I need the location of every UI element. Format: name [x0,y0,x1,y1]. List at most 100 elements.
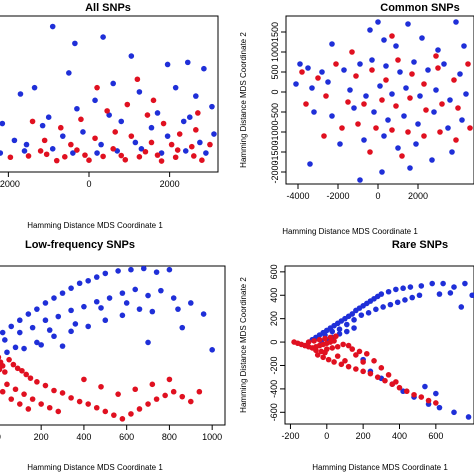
data-point-red [34,379,40,385]
data-point-red [395,57,401,63]
data-point-blue [8,323,15,330]
data-point-blue [74,105,80,112]
data-point-blue [381,133,387,139]
data-point-blue [393,286,399,293]
data-point-blue [319,69,325,75]
data-point-blue [411,59,417,65]
data-point-blue [358,312,365,318]
data-point-blue [378,291,385,297]
data-point-red [46,404,53,411]
data-point-red [327,334,334,341]
data-point-red [360,368,366,375]
data-point-red [369,67,375,73]
data-point-red [188,143,195,150]
x-tick-label: 600 [428,431,443,441]
data-point-red [465,61,471,67]
y-tick-label: -1500 [270,140,280,163]
data-point-red [379,97,385,103]
data-point-blue [436,291,443,297]
data-point-red [425,397,432,404]
data-point-blue [179,324,186,331]
data-point-red [122,156,129,163]
data-point-red [339,125,345,131]
data-point-red [0,354,2,360]
x-tick-label: -200 [281,431,299,441]
x-tick-label: 200 [34,432,49,442]
data-point-blue [417,93,423,99]
data-point-blue [357,177,363,183]
data-point-blue [170,295,177,301]
data-point-blue [175,306,181,312]
data-point-blue [329,113,335,119]
data-point-blue [203,150,209,156]
data-point-red [393,379,399,385]
data-point-blue [92,97,98,104]
data-point-red [68,141,74,148]
data-point-blue [166,266,173,273]
data-point-red [160,120,167,127]
plot-frame [284,265,474,425]
data-point-red [0,366,3,373]
data-point-red [437,129,443,135]
data-point-red [0,363,6,369]
data-point-red [27,375,34,381]
data-point-red [315,75,321,81]
data-point-red [68,395,74,401]
data-point-blue [106,295,113,301]
data-point-blue [123,300,130,306]
data-point-red [93,404,100,411]
data-point-red [451,77,457,83]
data-point-blue [453,19,459,25]
data-point-blue [413,141,419,147]
data-point-blue [164,133,171,139]
data-point-red [423,107,429,113]
y-tick-label: 1000 [270,42,280,62]
data-point-blue [21,148,28,154]
data-point-blue [209,347,215,353]
y-tick-label: 500 [270,64,280,79]
data-point-blue [94,150,100,156]
data-point-blue [447,97,453,103]
data-point-red [299,69,305,75]
data-point-blue [389,91,395,97]
data-point-blue [409,294,416,301]
data-point-red [136,154,143,160]
data-point-red [342,358,348,364]
data-point-blue [59,343,66,349]
data-point-blue [325,79,331,85]
data-point-blue [11,137,18,144]
data-point-blue [132,286,139,293]
data-point-blue [395,145,401,151]
x-tick-label: -2000 [0,179,20,189]
data-point-red [162,392,168,399]
data-point-blue [363,93,369,99]
data-point-red [439,101,445,107]
data-point-blue [200,311,207,317]
data-point-blue [42,317,49,324]
data-point-red [174,147,181,153]
data-point-red [316,336,323,343]
data-point-blue [25,311,32,317]
y-tick-label: 200 [269,311,279,326]
data-point-red [115,391,121,397]
data-point-blue [440,280,446,287]
x-tick-label: -2000 [326,191,349,201]
data-point-blue [405,21,411,27]
data-point-blue [16,317,23,324]
panel-4: Rare SNPs -200 0 200 400 600 -600 -400 -200 0 200 4… [239,239,474,472]
data-points [293,19,473,183]
data-point-red [100,153,106,160]
data-point-blue [46,327,53,333]
data-point-blue [459,117,465,123]
data-point-red [383,77,389,83]
data-point-blue [461,43,467,49]
data-point-red [154,152,161,158]
data-point-red [323,93,329,99]
data-point-blue [80,129,86,135]
data-point-red [166,376,173,383]
x-axis-label: Hamming Distance MDS Coordinate 1 [312,463,448,472]
data-point-blue [51,333,57,340]
data-point-blue [211,131,217,137]
data-point-red [42,382,49,389]
